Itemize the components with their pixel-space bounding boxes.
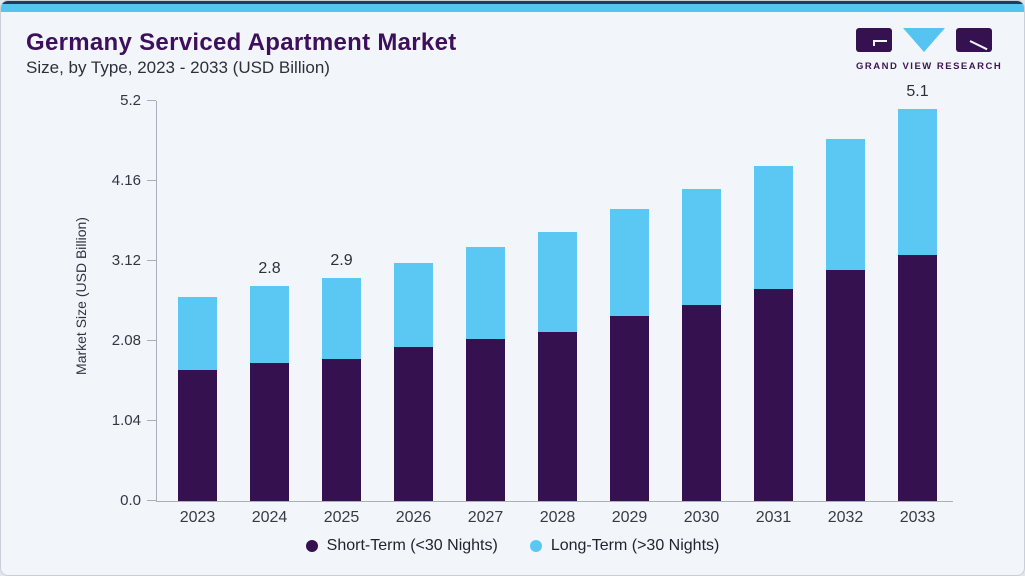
short-term-bar-segment bbox=[250, 362, 289, 501]
legend-dot-icon bbox=[529, 540, 542, 552]
short-term-bar-segment bbox=[466, 339, 505, 501]
logo-text: GRAND VIEW RESEARCH bbox=[856, 61, 1003, 72]
x-tick-label: 2024 bbox=[251, 509, 288, 526]
short-term-bar-segment bbox=[394, 347, 433, 501]
long-term-bar-segment bbox=[322, 277, 361, 359]
legend-dot-icon bbox=[305, 540, 318, 552]
grand-view-research-logo: GRAND VIEW RESEARCH bbox=[856, 28, 1003, 72]
long-term-bar-segment bbox=[538, 231, 577, 332]
short-term-bar-segment bbox=[610, 316, 649, 501]
long-term-bar-segment bbox=[178, 297, 217, 371]
bar-value-label: 2.9 bbox=[330, 251, 353, 269]
long-term-bar-segment bbox=[754, 166, 793, 290]
legend-label: Short-Term (<30 Nights) bbox=[326, 537, 498, 554]
page-title: Germany Serviced Apartment Market bbox=[26, 29, 457, 56]
long-term-bar-segment bbox=[682, 189, 721, 305]
x-tick-label: 2032 bbox=[827, 509, 864, 526]
legend-item: Long-Term (>30 Nights) bbox=[529, 537, 720, 555]
x-tick-label: 2023 bbox=[179, 509, 216, 526]
y-tick-label: 3.12 bbox=[111, 252, 141, 269]
long-term-bar-segment bbox=[394, 262, 433, 348]
short-term-bar-segment bbox=[538, 331, 577, 501]
legend-label: Long-Term (>30 Nights) bbox=[550, 537, 720, 554]
y-tick-mark bbox=[147, 420, 156, 421]
page-subtitle: Size, by Type, 2023 - 2033 (USD Billion) bbox=[26, 58, 330, 77]
short-term-bar-segment bbox=[178, 370, 217, 501]
y-axis-title: Market Size (USD Billion) bbox=[73, 217, 89, 375]
short-term-bar-segment bbox=[682, 304, 721, 501]
x-tick-label: 2025 bbox=[323, 509, 360, 526]
top-navy-edge bbox=[1, 1, 1024, 4]
short-term-bar-segment bbox=[898, 254, 937, 501]
bar-value-label: 5.1 bbox=[906, 82, 929, 100]
logo-marks bbox=[856, 28, 998, 53]
bar-value-label: 2.8 bbox=[258, 259, 281, 277]
y-tick-label: 2.08 bbox=[111, 332, 141, 349]
x-tick-label: 2026 bbox=[395, 509, 432, 526]
legend-item: Short-Term (<30 Nights) bbox=[305, 537, 498, 555]
y-tick-label: 0.0 bbox=[120, 492, 141, 509]
short-term-bar-segment bbox=[754, 289, 793, 501]
chart-legend: Short-Term (<30 Nights) Long-Term (>30 Ni… bbox=[1, 537, 1024, 555]
short-term-bar-segment bbox=[322, 358, 361, 501]
y-tick-mark bbox=[147, 180, 156, 181]
top-accent-bar bbox=[1, 4, 1024, 12]
long-term-bar-segment bbox=[826, 139, 865, 271]
logo-v-triangle-icon bbox=[903, 28, 945, 52]
y-tick-mark bbox=[147, 100, 156, 101]
plot-area: 0.0 1.04 2.08 3.12 4.16 5.2 2023 2.8 2024 2.9 2025… bbox=[112, 83, 953, 526]
y-tick-mark bbox=[147, 260, 156, 261]
y-tick-label: 4.16 bbox=[111, 172, 141, 189]
y-tick-mark bbox=[147, 340, 156, 341]
logo-g-block-icon bbox=[856, 28, 892, 52]
x-tick-label: 2033 bbox=[899, 509, 936, 526]
long-term-bar-segment bbox=[610, 208, 649, 317]
x-tick-label: 2027 bbox=[467, 509, 504, 526]
logo-r-block-icon bbox=[956, 28, 992, 52]
x-tick-label: 2031 bbox=[755, 509, 792, 526]
y-tick-label: 1.04 bbox=[111, 412, 141, 429]
x-tick-label: 2028 bbox=[539, 509, 576, 526]
short-term-bar-segment bbox=[826, 270, 865, 501]
y-tick-mark bbox=[147, 500, 156, 501]
long-term-bar-segment bbox=[898, 108, 937, 255]
long-term-bar-segment bbox=[250, 285, 289, 363]
x-tick-label: 2029 bbox=[611, 509, 648, 526]
y-tick-label: 5.2 bbox=[120, 92, 141, 109]
long-term-bar-segment bbox=[466, 247, 505, 340]
x-tick-label: 2030 bbox=[683, 509, 720, 526]
